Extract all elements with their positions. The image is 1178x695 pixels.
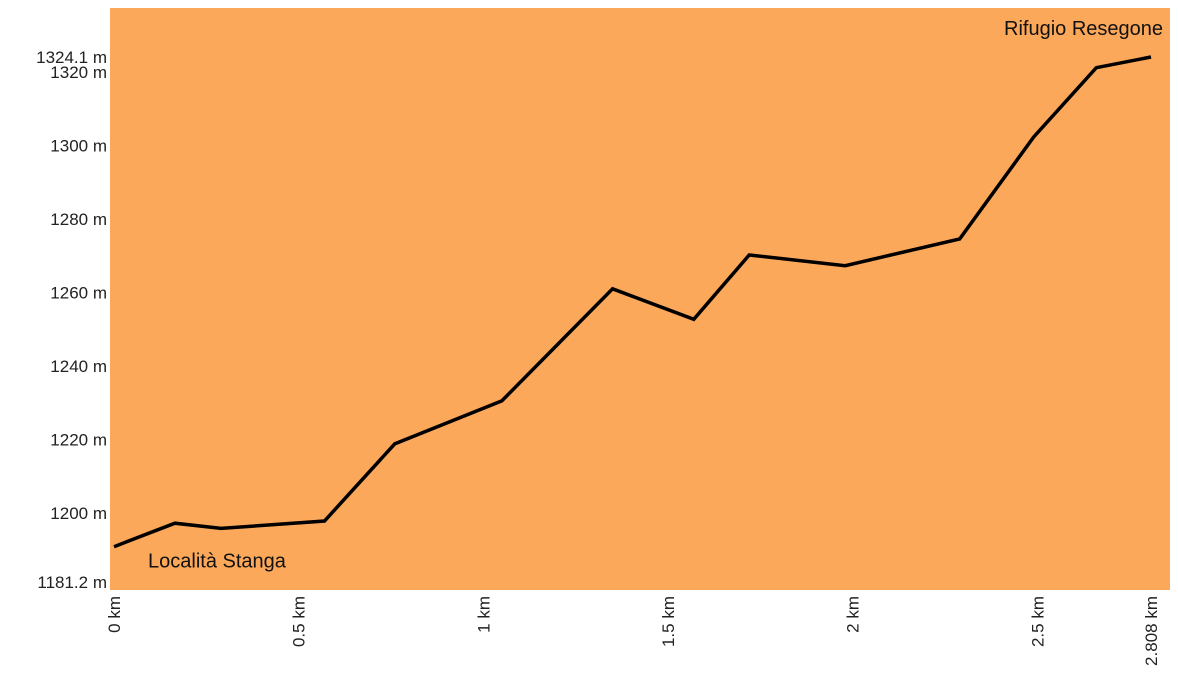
y-tick-label: 1260 m: [50, 283, 107, 302]
x-tick-label: 0.5 km: [290, 596, 309, 647]
x-tick-label: 2.808 km: [1142, 596, 1161, 666]
elevation-line: [113, 55, 1152, 549]
y-tick-label: 1280 m: [50, 210, 107, 229]
x-axis: 0 km 0.5 km 1 km 1.5 km 2 km 2.5 km 2.808 km: [105, 596, 1161, 666]
x-tick-label: 1.5 km: [659, 596, 678, 647]
start-location-label: Località Stanga: [148, 551, 287, 573]
y-tick-label: 1324.1 m: [36, 48, 107, 67]
y-tick-label: 1220 m: [50, 430, 107, 449]
x-tick-label: 1 km: [474, 596, 493, 633]
x-tick-label: 2.5 km: [1028, 596, 1047, 647]
y-tick-label: 1200 m: [50, 504, 107, 523]
annotations: Località Stanga Rifugio Resegone: [148, 18, 1163, 573]
y-tick-label: 1181.2 m: [37, 573, 107, 592]
end-location-label: Rifugio Resegone: [1004, 18, 1163, 40]
y-axis: 1181.2 m 1200 m 1220 m 1240 m 1260 m 1280 m 13…: [36, 48, 107, 592]
y-tick-label: 1240 m: [50, 357, 107, 376]
x-tick-label: 2 km: [844, 596, 863, 633]
x-tick-label: 0 km: [105, 596, 124, 633]
y-tick-label: 1320 m: [50, 63, 107, 82]
y-tick-label: 1300 m: [50, 137, 107, 156]
